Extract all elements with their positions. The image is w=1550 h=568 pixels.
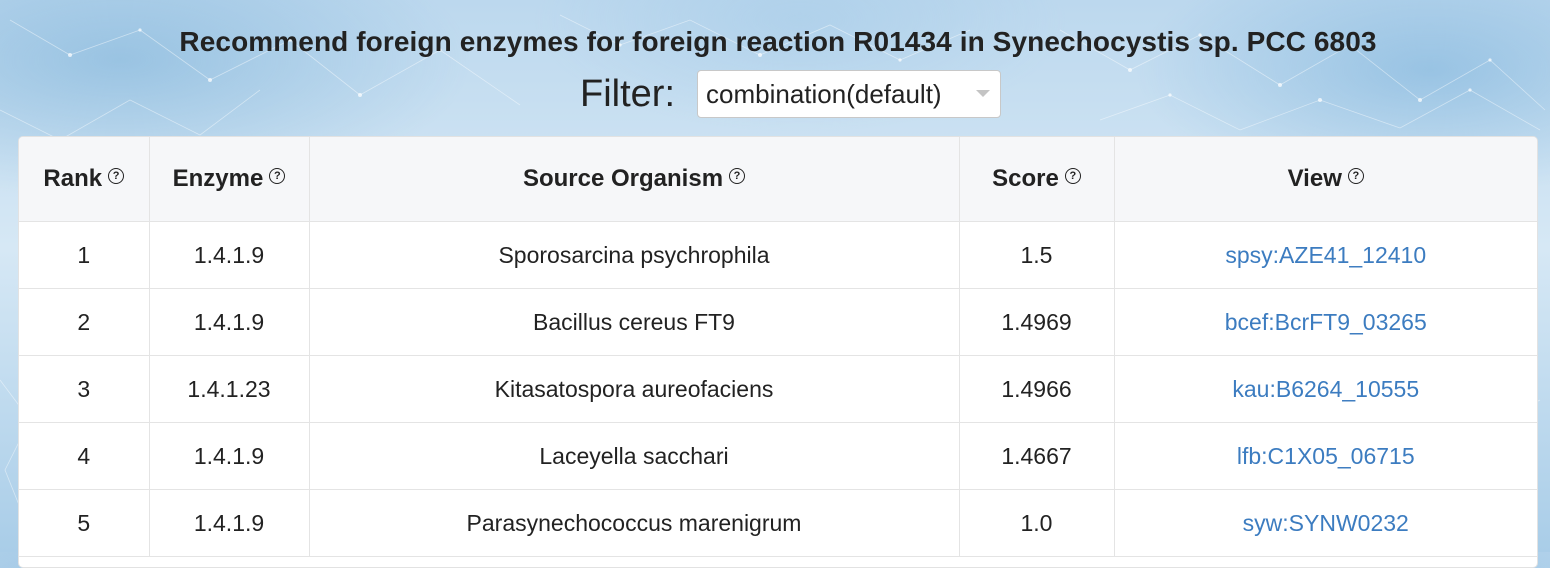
question-circle-icon[interactable]: ? [729, 168, 746, 184]
column-header-score: Score? [959, 137, 1115, 222]
view-link[interactable]: syw:SYNW0232 [1114, 489, 1537, 557]
table-header-row: Rank? Enzyme? Source Organism? Score? Vi… [19, 137, 1537, 222]
cell-rank: 4 [19, 422, 150, 490]
cell-source-organism: Sporosarcina psychrophila [309, 221, 960, 289]
cell-score: 1.4667 [959, 422, 1115, 490]
cell-rank: 3 [19, 355, 150, 423]
cell-score: 1.4969 [959, 288, 1115, 356]
results-table: Rank? Enzyme? Source Organism? Score? Vi… [19, 137, 1537, 557]
cell-enzyme: 1.4.1.9 [149, 489, 310, 557]
cell-source-organism: Kitasatospora aureofaciens [309, 355, 960, 423]
cell-enzyme: 1.4.1.23 [149, 355, 310, 423]
caret-down-icon [976, 90, 990, 97]
filter-label: Filter: [580, 72, 675, 115]
cell-rank: 2 [19, 288, 150, 356]
cell-rank: 5 [19, 489, 150, 557]
table-row: 4 1.4.1.9 Laceyella sacchari 1.4667 lfb:… [19, 422, 1537, 490]
table-row: 2 1.4.1.9 Bacillus cereus FT9 1.4969 bce… [19, 288, 1537, 356]
column-header-view: View? [1114, 137, 1537, 222]
table-row: 1 1.4.1.9 Sporosarcina psychrophila 1.5 … [19, 221, 1537, 289]
view-link[interactable]: kau:B6264_10555 [1114, 355, 1537, 423]
cell-rank: 1 [19, 221, 150, 289]
column-header-rank: Rank? [19, 137, 150, 222]
column-header-enzyme: Enzyme? [149, 137, 310, 222]
cell-enzyme: 1.4.1.9 [149, 221, 310, 289]
cell-score: 1.0 [959, 489, 1115, 557]
view-link[interactable]: bcef:BcrFT9_03265 [1114, 288, 1537, 356]
view-link[interactable]: lfb:C1X05_06715 [1114, 422, 1537, 490]
filter-select[interactable]: combination(default) [697, 70, 1001, 118]
question-circle-icon[interactable]: ? [1064, 168, 1081, 184]
page-title: Recommend foreign enzymes for foreign re… [179, 26, 1377, 57]
question-circle-icon[interactable]: ? [1347, 168, 1364, 184]
column-header-source-organism: Source Organism? [309, 137, 960, 222]
filter-selected-value: combination(default) [706, 78, 942, 109]
cell-source-organism: Bacillus cereus FT9 [309, 288, 960, 356]
filter-row: Filter: combination(default) [580, 68, 1001, 120]
question-circle-icon[interactable]: ? [108, 168, 125, 184]
question-circle-icon[interactable]: ? [269, 168, 286, 184]
cell-score: 1.5 [959, 221, 1115, 289]
cell-enzyme: 1.4.1.9 [149, 288, 310, 356]
table-row: 5 1.4.1.9 Parasynechococcus marenigrum 1… [19, 489, 1537, 557]
table-row: 3 1.4.1.23 Kitasatospora aureofaciens 1.… [19, 355, 1537, 423]
cell-source-organism: Laceyella sacchari [309, 422, 960, 490]
cell-enzyme: 1.4.1.9 [149, 422, 310, 490]
view-link[interactable]: spsy:AZE41_12410 [1114, 221, 1537, 289]
cell-source-organism: Parasynechococcus marenigrum [309, 489, 960, 557]
cell-score: 1.4966 [959, 355, 1115, 423]
results-table-container: Rank? Enzyme? Source Organism? Score? Vi… [18, 136, 1538, 568]
